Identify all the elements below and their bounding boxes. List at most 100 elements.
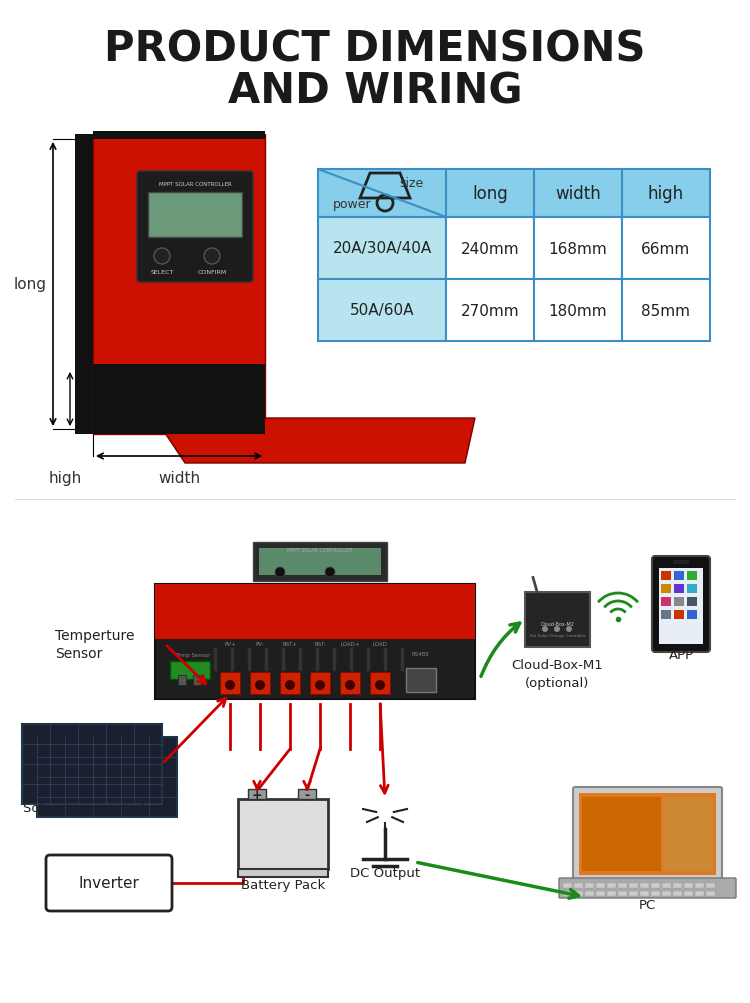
Circle shape	[345, 680, 355, 690]
Text: Cloud-Box-M2: Cloud-Box-M2	[541, 622, 574, 627]
Bar	[596, 891, 605, 896]
Bar	[618, 883, 627, 888]
Bar	[674, 585, 684, 594]
Text: Temp Sensor: Temp Sensor	[176, 652, 211, 657]
Text: 20A/30A/40A: 20A/30A/40A	[332, 242, 432, 256]
Text: 66mm: 66mm	[641, 242, 691, 256]
Text: Temperture
Sensor: Temperture Sensor	[55, 628, 134, 661]
Text: CONFIRM: CONFIRM	[197, 269, 226, 274]
Bar	[93, 131, 265, 139]
FancyBboxPatch shape	[253, 543, 387, 582]
Text: size: size	[399, 177, 424, 190]
Bar	[640, 891, 649, 896]
Text: AND WIRING: AND WIRING	[228, 71, 522, 113]
FancyBboxPatch shape	[652, 557, 710, 652]
Bar	[673, 561, 689, 565]
Bar	[585, 883, 594, 888]
Bar	[37, 737, 177, 817]
Circle shape	[375, 680, 385, 690]
Bar	[248, 789, 266, 799]
Text: +: +	[252, 788, 262, 801]
Bar	[259, 549, 381, 576]
Bar	[534, 170, 622, 218]
Text: LOAD+: LOAD+	[340, 642, 360, 647]
Text: DC Output: DC Output	[350, 867, 420, 879]
Bar	[622, 170, 710, 218]
Bar	[534, 218, 622, 280]
Text: 180mm: 180mm	[549, 303, 608, 318]
Text: RS485: RS485	[411, 652, 429, 657]
FancyBboxPatch shape	[137, 172, 253, 283]
Bar	[651, 883, 660, 888]
Text: PV-: PV-	[256, 642, 264, 647]
Polygon shape	[155, 418, 475, 463]
Bar	[298, 789, 316, 799]
Bar	[674, 611, 684, 620]
Bar	[574, 883, 583, 888]
Bar	[534, 280, 622, 342]
Text: high: high	[648, 185, 684, 203]
Bar	[170, 661, 210, 679]
Text: MPPT SOLAR CONTROLLER: MPPT SOLAR CONTROLLER	[159, 183, 231, 188]
Bar	[446, 170, 534, 218]
Circle shape	[154, 249, 170, 265]
Text: -: -	[304, 788, 310, 801]
Bar	[318, 218, 446, 280]
Text: PRODUCT DIMENSIONS: PRODUCT DIMENSIONS	[104, 29, 646, 71]
Bar	[695, 891, 704, 896]
Bar	[250, 672, 270, 694]
Bar	[563, 883, 572, 888]
Bar	[193, 675, 201, 685]
Bar	[663, 797, 713, 872]
Bar	[93, 365, 265, 434]
Bar	[684, 891, 693, 896]
Bar	[629, 891, 638, 896]
Bar	[674, 572, 684, 581]
Bar	[629, 883, 638, 888]
Bar	[574, 891, 583, 896]
Bar	[596, 883, 605, 888]
Text: PC: PC	[639, 898, 656, 911]
Bar	[673, 891, 682, 896]
Text: SELECT: SELECT	[150, 269, 174, 274]
Text: LOAD: LOAD	[373, 642, 388, 647]
Circle shape	[542, 627, 548, 632]
Bar	[695, 883, 704, 888]
Bar	[607, 883, 616, 888]
Text: BAT+: BAT+	[283, 642, 298, 647]
Text: PV+: PV+	[224, 642, 236, 647]
Text: power: power	[333, 198, 372, 211]
Bar	[318, 280, 446, 342]
Bar	[662, 883, 671, 888]
Bar	[148, 193, 242, 238]
FancyBboxPatch shape	[46, 856, 172, 911]
Bar	[280, 672, 300, 694]
Text: long: long	[472, 185, 508, 203]
Text: width: width	[555, 185, 601, 203]
Bar	[661, 611, 671, 620]
Bar	[687, 585, 697, 594]
Text: Cloud-Box-M1
(optional): Cloud-Box-M1 (optional)	[512, 658, 603, 689]
Bar	[220, 672, 240, 694]
Circle shape	[275, 568, 285, 578]
Bar	[607, 891, 616, 896]
Text: 240mm: 240mm	[460, 242, 519, 256]
Bar	[340, 672, 360, 694]
Text: Solar energy input: Solar energy input	[23, 801, 147, 814]
Circle shape	[554, 627, 560, 632]
Bar	[310, 672, 330, 694]
Bar	[706, 891, 715, 896]
Bar	[525, 592, 590, 647]
Bar	[687, 611, 697, 620]
Circle shape	[255, 680, 265, 690]
Text: width: width	[158, 470, 200, 485]
Bar	[618, 891, 627, 896]
Text: 168mm: 168mm	[548, 242, 608, 256]
Bar	[155, 585, 475, 699]
Bar	[585, 891, 594, 896]
Text: high: high	[48, 470, 82, 485]
Bar	[579, 793, 716, 876]
Bar	[75, 134, 93, 434]
Text: 85mm: 85mm	[641, 303, 691, 318]
FancyBboxPatch shape	[573, 787, 722, 881]
